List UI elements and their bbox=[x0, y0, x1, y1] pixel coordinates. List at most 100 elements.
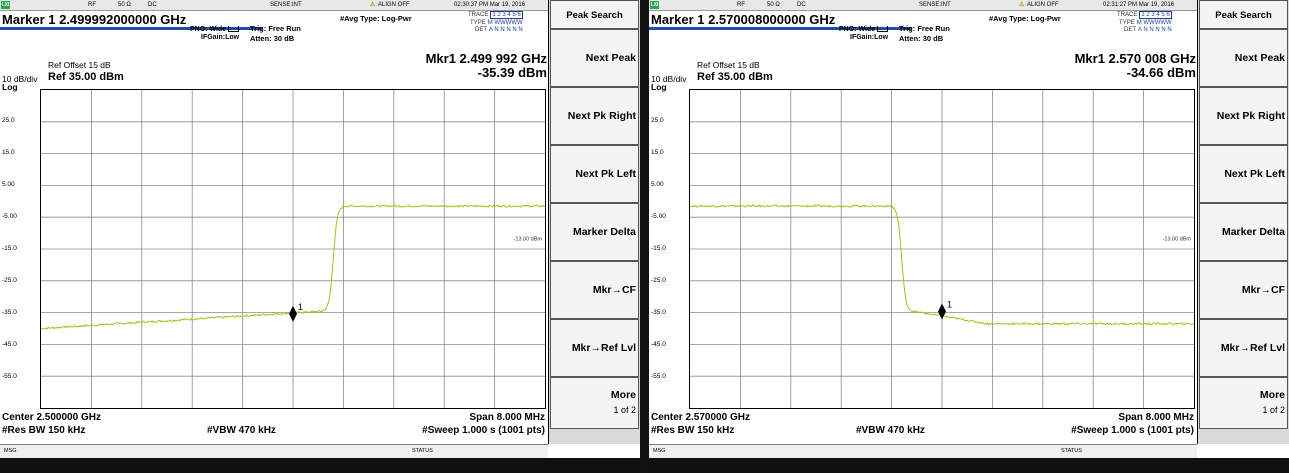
ref-offset: Ref Offset 15 dB bbox=[48, 60, 111, 70]
marker-1-diamond bbox=[289, 305, 297, 322]
y-tick-label: -5.00 bbox=[651, 213, 666, 220]
spectrum-plot[interactable]: -13.00 dBm 1 bbox=[689, 89, 1195, 409]
avg-type: #Avg Type: Log-Pwr bbox=[989, 14, 1061, 23]
trigger-setting: Trig: Free Run Atten: 30 dB bbox=[899, 24, 950, 43]
datetime-label: 02:30:37 PM Mar 19, 2016 bbox=[454, 2, 526, 8]
next-pk-left-button[interactable]: Next Pk Left bbox=[550, 145, 639, 203]
y-tick-label: -25.0 bbox=[2, 277, 17, 284]
y-tick-label: 5.00 bbox=[651, 181, 664, 188]
rf-label: RF bbox=[737, 2, 745, 8]
mkr-to-cf-button[interactable]: Mkr→CF bbox=[1199, 261, 1288, 319]
status-label: STATUS bbox=[412, 448, 433, 454]
msg-label: MSG bbox=[653, 448, 666, 454]
marker-title: Marker 1 2.570008000000 GHz bbox=[651, 12, 836, 27]
status-label: STATUS bbox=[1061, 448, 1082, 454]
softkey-title-peak-search: Peak Search bbox=[1199, 0, 1288, 29]
limit-label: -13.00 dBm bbox=[1163, 237, 1192, 243]
sense-label: SENSE:INT bbox=[919, 2, 951, 8]
y-tick-label: -35.0 bbox=[2, 309, 17, 316]
marker-title-underline bbox=[0, 27, 262, 30]
mkr-to-ref-lvl-button[interactable]: Mkr→Ref Lvl bbox=[550, 319, 639, 377]
y-tick-label: -45.0 bbox=[651, 341, 666, 348]
vbw: #VBW 470 kHz bbox=[207, 425, 276, 436]
span: Span 8.000 MHz bbox=[469, 412, 545, 423]
y-tick-label: -15.0 bbox=[2, 245, 17, 252]
marker-1-label: 1 bbox=[947, 300, 952, 310]
status-bar: MSG STATUS bbox=[0, 444, 548, 459]
ref-level: Ref 35.00 dBm bbox=[697, 71, 773, 83]
marker-delta-button[interactable]: Marker Delta bbox=[1199, 203, 1288, 261]
marker-readout: Mkr1 2.570 008 GHz -34.66 dBm bbox=[1074, 51, 1196, 80]
pno-setting: PNO: Wide IFGain:Low bbox=[190, 26, 240, 41]
lxi-icon: LXI bbox=[650, 1, 659, 9]
status-top-bar: LXI RF 50 Ω DC SENSE:INT ⚠ ALIGN OFF 02:… bbox=[0, 0, 548, 11]
sweep-time: #Sweep 1.000 s (1001 pts) bbox=[422, 425, 545, 436]
marker-delta-button[interactable]: Marker Delta bbox=[550, 203, 639, 261]
db-per-div: 10 dB/div bbox=[2, 74, 38, 84]
next-peak-button[interactable]: Next Peak bbox=[550, 29, 639, 87]
gate-icon bbox=[228, 26, 240, 33]
trace-type-det: TRACE 1 2 3 4 5 6 TYPE M WWWWW DET A N N N … bbox=[1117, 11, 1172, 33]
next-peak-button[interactable]: Next Peak bbox=[1199, 29, 1288, 87]
sweep-time: #Sweep 1.000 s (1001 pts) bbox=[1071, 425, 1194, 436]
coupling-label: DC bbox=[797, 2, 806, 8]
marker-1-diamond bbox=[938, 303, 946, 320]
y-tick-label: -25.0 bbox=[651, 277, 666, 284]
align-label: ALIGN OFF bbox=[378, 2, 410, 8]
softkey-panel: Peak Search Next Peak Next Pk Right Next… bbox=[548, 0, 640, 444]
msg-label: MSG bbox=[4, 448, 17, 454]
coupling-label: DC bbox=[148, 2, 157, 8]
screen-divider bbox=[640, 0, 649, 473]
trigger-setting: Trig: Free Run Atten: 30 dB bbox=[250, 24, 301, 43]
limit-label: -13.00 dBm bbox=[514, 237, 543, 243]
impedance-label: 50 Ω bbox=[767, 2, 780, 8]
right-analyzer-screen: LXI RF 50 Ω DC SENSE:INT ⚠ ALIGN OFF 02:… bbox=[649, 0, 1289, 473]
warning-icon: ⚠ bbox=[1019, 2, 1025, 8]
marker-readout: Mkr1 2.499 992 GHz -35.39 dBm bbox=[425, 51, 547, 80]
mkr-to-cf-button[interactable]: Mkr→CF bbox=[550, 261, 639, 319]
bottom-bezel bbox=[649, 458, 1289, 473]
ref-level: Ref 35.00 dBm bbox=[48, 71, 124, 83]
spectrum-plot[interactable]: -13.00 dBm 1 bbox=[40, 89, 546, 409]
y-tick-label: 15.0 bbox=[651, 149, 664, 156]
datetime-label: 02:31:27 PM Mar 19, 2016 bbox=[1103, 2, 1175, 8]
more-button[interactable]: More 1 of 2 bbox=[550, 377, 639, 429]
more-button[interactable]: More 1 of 2 bbox=[1199, 377, 1288, 429]
y-tick-label: -5.00 bbox=[2, 213, 17, 220]
sense-label: SENSE:INT bbox=[270, 2, 302, 8]
y-tick-label: 25.0 bbox=[2, 117, 15, 124]
lxi-icon: LXI bbox=[1, 1, 10, 9]
marker-title-underline bbox=[649, 27, 911, 30]
center-frequency: Center 2.570000 GHz bbox=[651, 412, 750, 423]
pno-setting: PNO: Wide IFGain:Low bbox=[839, 26, 889, 41]
y-tick-label: -15.0 bbox=[651, 245, 666, 252]
marker-1-label: 1 bbox=[298, 302, 303, 312]
y-tick-label: 15.0 bbox=[2, 149, 15, 156]
align-label: ALIGN OFF bbox=[1027, 2, 1059, 8]
db-per-div: 10 dB/div bbox=[651, 74, 687, 84]
impedance-label: 50 Ω bbox=[118, 2, 131, 8]
trace-type-det: TRACE 1 2 3 4 5 6 TYPE M WWWWW DET A N N N … bbox=[468, 11, 523, 33]
center-frequency: Center 2.500000 GHz bbox=[2, 412, 101, 423]
next-pk-right-button[interactable]: Next Pk Right bbox=[550, 87, 639, 145]
y-tick-label: -55.0 bbox=[2, 373, 17, 380]
bottom-bezel bbox=[0, 458, 640, 473]
y-tick-label: 5.00 bbox=[2, 181, 15, 188]
mkr-to-ref-lvl-button[interactable]: Mkr→Ref Lvl bbox=[1199, 319, 1288, 377]
rf-label: RF bbox=[88, 2, 96, 8]
spectrum-svg: -13.00 dBm 1 bbox=[41, 90, 545, 408]
next-pk-right-button[interactable]: Next Pk Right bbox=[1199, 87, 1288, 145]
next-pk-left-button[interactable]: Next Pk Left bbox=[1199, 145, 1288, 203]
softkey-title-peak-search: Peak Search bbox=[550, 0, 639, 29]
ref-offset: Ref Offset 15 dB bbox=[697, 60, 760, 70]
log-label: Log bbox=[2, 82, 18, 92]
warning-icon: ⚠ bbox=[370, 2, 376, 8]
left-analyzer-screen: LXI RF 50 Ω DC SENSE:INT ⚠ ALIGN OFF 02:… bbox=[0, 0, 640, 473]
status-bar: MSG STATUS bbox=[649, 444, 1197, 459]
marker-title: Marker 1 2.499992000000 GHz bbox=[2, 12, 187, 27]
y-tick-label: -55.0 bbox=[651, 373, 666, 380]
spectrum-svg: -13.00 dBm 1 bbox=[690, 90, 1194, 408]
res-bw: #Res BW 150 kHz bbox=[651, 425, 735, 436]
y-tick-label: 25.0 bbox=[651, 117, 664, 124]
log-label: Log bbox=[651, 82, 667, 92]
